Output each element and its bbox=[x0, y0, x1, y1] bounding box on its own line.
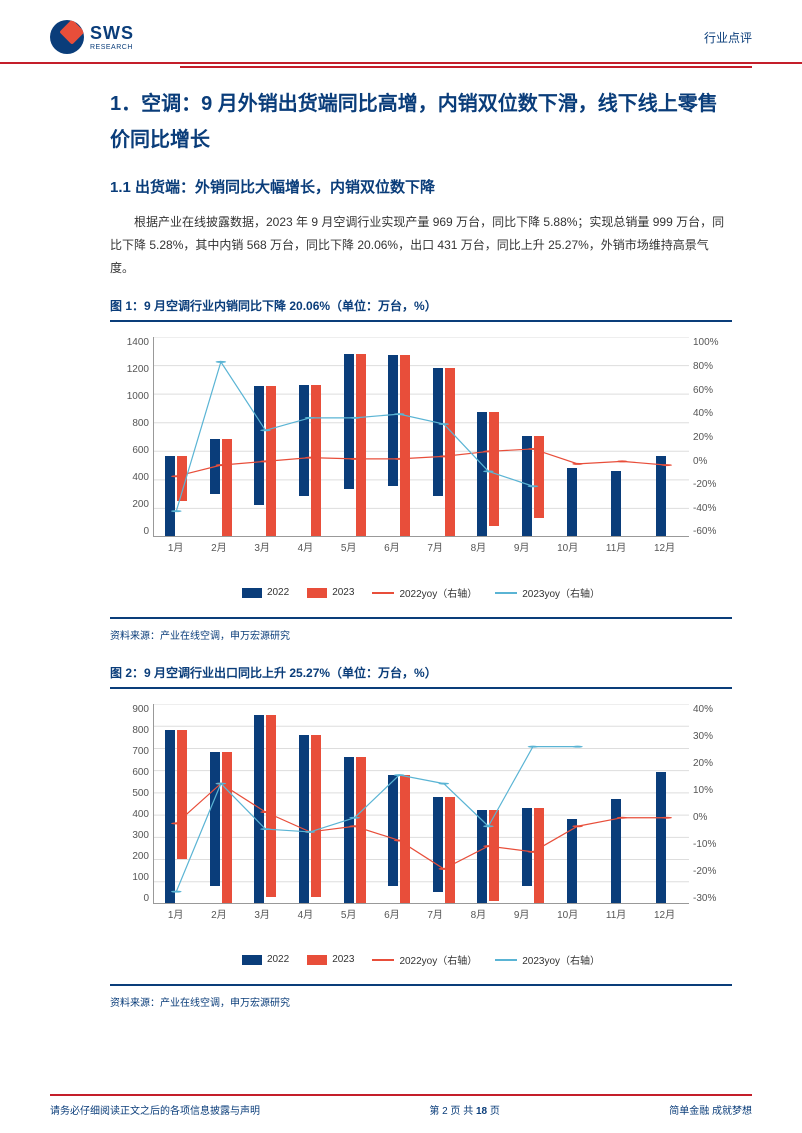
body-paragraph: 根据产业在线披露数据，2023 年 9 月空调行业实现产量 969 万台，同比下… bbox=[110, 211, 732, 279]
legend-line-2023yoy bbox=[495, 959, 517, 961]
doc-type-label: 行业点评 bbox=[704, 29, 752, 46]
chart-1-title: 图 1：9 月空调行业内销同比下降 20.06%（单位：万台，%） bbox=[110, 297, 732, 322]
chart-1-source: 资料来源：产业在线空调，申万宏源研究 bbox=[110, 617, 732, 642]
subsection-title: 1.1 出货端：外销同比大幅增长，内销双位数下降 bbox=[110, 176, 732, 197]
footer-slogan: 简单金融 成就梦想 bbox=[669, 1102, 752, 1117]
logo-text: SWS bbox=[90, 23, 134, 44]
logo: SWS RESEARCH bbox=[50, 20, 134, 54]
logo-icon bbox=[50, 20, 84, 54]
legend-swatch-2023 bbox=[307, 955, 327, 965]
legend-line-2023yoy bbox=[495, 592, 517, 594]
chart-2-title: 图 2：9 月空调行业出口同比上升 25.27%（单位：万台，%） bbox=[110, 664, 732, 689]
page-footer: 请务必仔细阅读正文之后的各项信息披露与声明 第 2 页 共 18 页 简单金融 … bbox=[50, 1094, 752, 1117]
section-title: 1．空调：9 月外销出货端同比高增，内销双位数下滑，线下线上零售价同比增长 bbox=[110, 86, 732, 158]
chart-1: 图 1：9 月空调行业内销同比下降 20.06%（单位：万台，%） 140012… bbox=[110, 297, 732, 642]
chart-1-legend: 2022 2023 2022yoy（右轴） 2023yoy（右轴） bbox=[115, 557, 727, 608]
header-bar: SWS RESEARCH 行业点评 bbox=[0, 0, 802, 64]
legend-line-2022yoy bbox=[372, 959, 394, 961]
legend-swatch-2022 bbox=[242, 955, 262, 965]
footer-disclaimer: 请务必仔细阅读正文之后的各项信息披露与声明 bbox=[50, 1102, 260, 1117]
legend-swatch-2023 bbox=[307, 588, 327, 598]
chart-2-legend: 2022 2023 2022yoy（右轴） 2023yoy（右轴） bbox=[115, 924, 727, 975]
chart-2: 图 2：9 月空调行业出口同比上升 25.27%（单位：万台，%） 900800… bbox=[110, 664, 732, 1009]
legend-line-2022yoy bbox=[372, 592, 394, 594]
logo-subtext: RESEARCH bbox=[90, 44, 134, 51]
chart-2-source: 资料来源：产业在线空调，申万宏源研究 bbox=[110, 984, 732, 1009]
footer-page: 第 2 页 共 18 页 bbox=[429, 1102, 500, 1117]
legend-swatch-2022 bbox=[242, 588, 262, 598]
